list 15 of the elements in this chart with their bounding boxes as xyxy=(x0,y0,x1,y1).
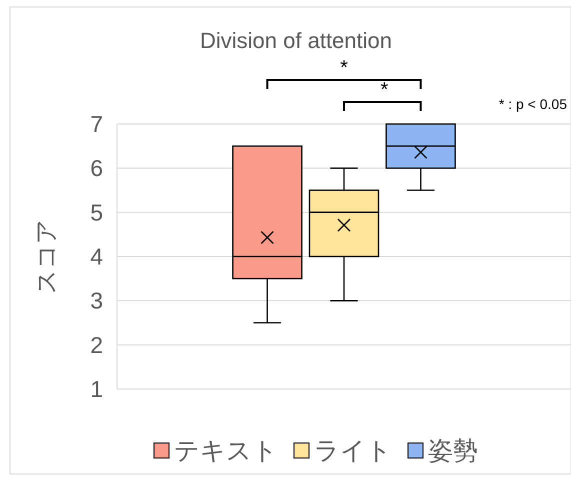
y-tick-label: 1 xyxy=(90,376,103,402)
legend-label: テキスト xyxy=(174,437,278,465)
y-tick-label: 7 xyxy=(90,111,103,137)
y-tick-label: 3 xyxy=(90,288,103,314)
text: * : p < 0.05 xyxy=(498,96,568,112)
y-tick-label: 2 xyxy=(90,332,103,358)
legend-label: ライト xyxy=(314,437,392,465)
text: * xyxy=(380,79,388,101)
y-tick-label: 4 xyxy=(90,244,104,270)
chart-title: Division of attention xyxy=(200,28,392,53)
text: * xyxy=(340,57,348,79)
y-tick-label: 5 xyxy=(90,199,103,226)
y-tick-label: 6 xyxy=(90,155,103,182)
y-axis-title: スコア xyxy=(33,219,60,294)
legend-label: 姿勢 xyxy=(428,437,478,465)
